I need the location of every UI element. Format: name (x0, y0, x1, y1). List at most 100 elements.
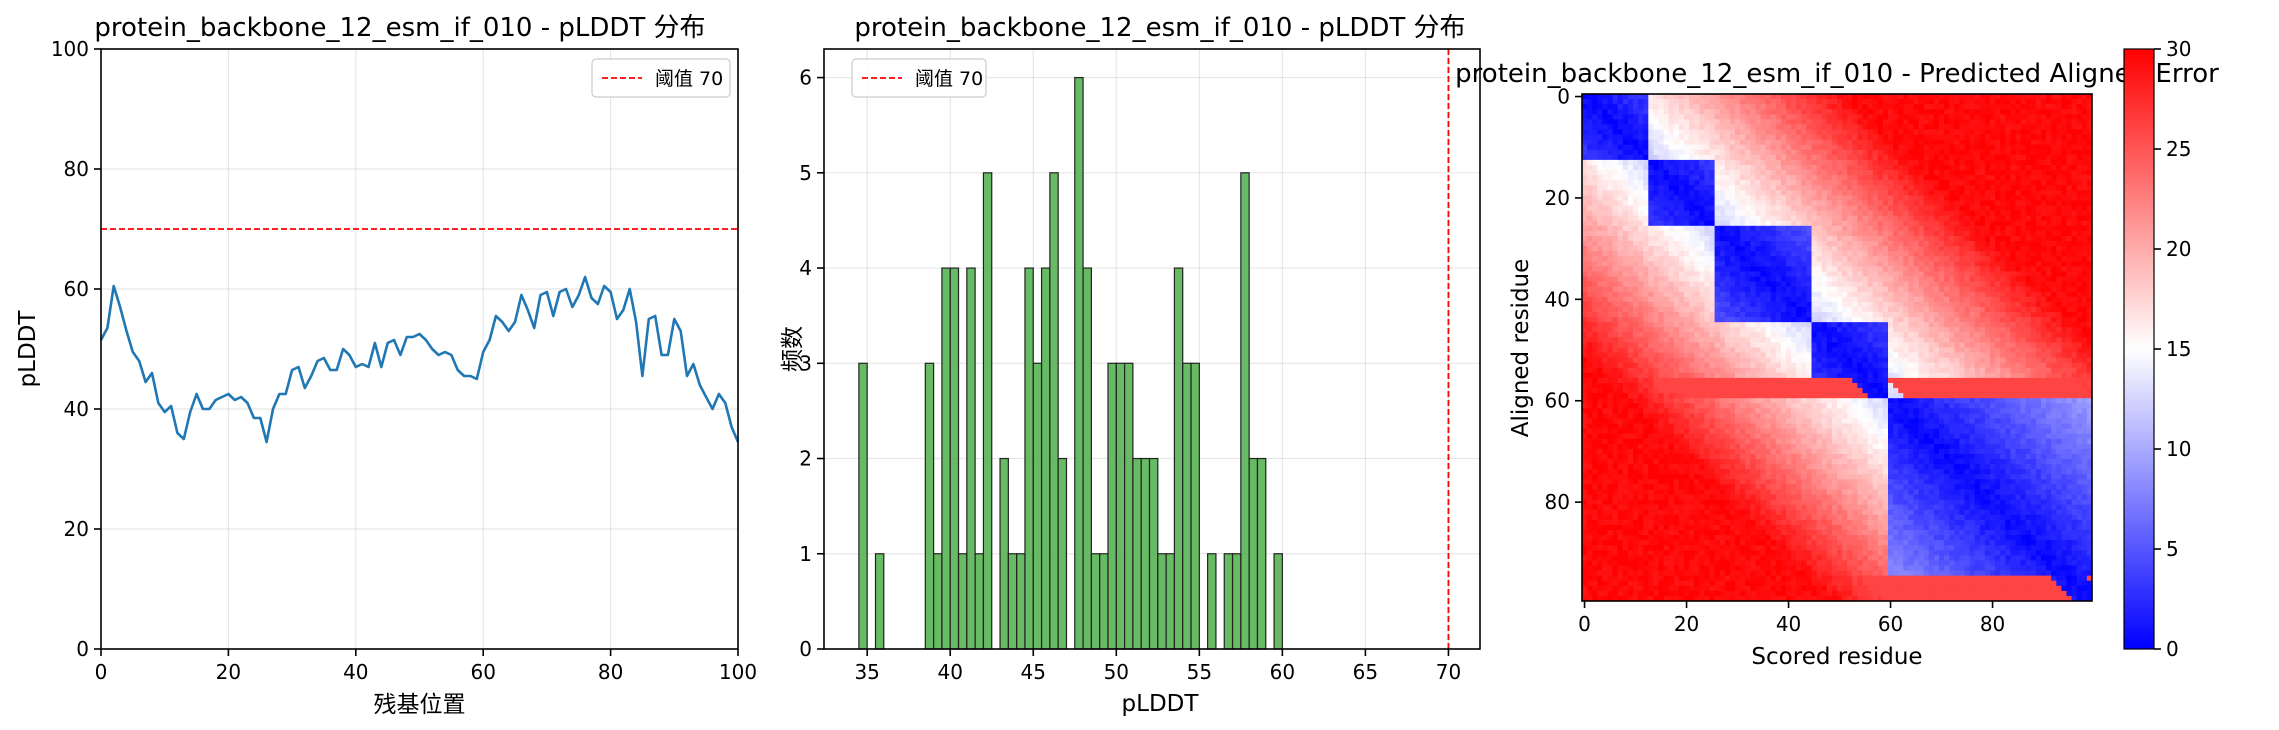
heatmap-cell (1622, 190, 1629, 196)
histogram-bar (1040, 267, 1051, 650)
heatmap-cell (1842, 134, 1848, 141)
heatmap-cell (1984, 215, 1991, 222)
heatmap-cell (1643, 200, 1649, 206)
heatmap-cell (2035, 124, 2042, 130)
heatmap-cell (1801, 256, 1807, 262)
heatmap-cell (1750, 144, 1756, 151)
heatmap-cell (1750, 337, 1756, 343)
heatmap-cell (1990, 306, 1996, 313)
heatmap-cell (2015, 301, 2021, 308)
heatmap-cell (1801, 190, 1807, 196)
heatmap-cell (1740, 246, 1746, 252)
heatmap-cell (1888, 271, 1894, 277)
heatmap-cell (1877, 99, 1884, 105)
heatmap-cell (1617, 296, 1624, 303)
heatmap-cell (1694, 149, 1700, 156)
heatmap-cell (1770, 301, 1777, 308)
heatmap-cell (2015, 109, 2021, 115)
heatmap-cell (1612, 154, 1619, 161)
heatmap-cell (1740, 271, 1746, 277)
heatmap-cell (1821, 94, 1828, 100)
heatmap-cell (1587, 317, 1593, 323)
heatmap-cell (1949, 220, 1955, 227)
heatmap-cell (1627, 210, 1634, 217)
heatmap-cell (1627, 119, 1634, 125)
heatmap-cell (1984, 235, 1991, 242)
heatmap-cell (1740, 215, 1746, 222)
heatmap-cell (1944, 185, 1950, 191)
heatmap-cell (1831, 296, 1838, 303)
heatmap-cell (1663, 154, 1670, 161)
heatmap-cell (1786, 94, 1792, 100)
heatmap-cell (1862, 235, 1868, 242)
heatmap-cell (1668, 301, 1675, 308)
heatmap-cell (1903, 159, 1909, 166)
heatmap-cell (1582, 114, 1588, 120)
heatmap-cell (1587, 301, 1593, 308)
heatmap-cell (1954, 99, 1960, 105)
heatmap-cell (2025, 99, 2032, 105)
heatmap-cell (2066, 129, 2072, 135)
heatmap-cell (1877, 215, 1884, 222)
heatmap-cell (1811, 215, 1817, 222)
heatmap-cell (1724, 241, 1731, 247)
heatmap-cell (1582, 109, 1588, 115)
heatmap-cell (2061, 301, 2067, 308)
heatmap-cell (1602, 235, 1608, 242)
heatmap-cell (1821, 246, 1828, 252)
heatmap-cell (1689, 235, 1695, 242)
heatmap-cell (1826, 109, 1833, 115)
heatmap-cell (1908, 271, 1914, 277)
heatmap-cell (1622, 266, 1629, 272)
heatmap-cell (2030, 139, 2037, 146)
heatmap-cell (1903, 322, 1909, 328)
heatmap-cell (1913, 256, 1919, 262)
heatmap-cell (1852, 154, 1858, 161)
heatmap-cell (1684, 205, 1690, 212)
heatmap-cell (1990, 322, 1996, 328)
heatmap-cell (1939, 154, 1945, 161)
heatmap-cell (1893, 154, 1899, 161)
heatmap-cell (1582, 99, 1588, 105)
heatmap-cell (2086, 205, 2093, 212)
heatmap-cell (1607, 175, 1613, 181)
plddt-line (99, 275, 740, 444)
heatmap-cell (2046, 296, 2052, 303)
heatmap-cell (1770, 266, 1777, 272)
heatmap-cell (2081, 317, 2088, 323)
heatmap-cell (1755, 185, 1761, 191)
heatmap-cell (1837, 129, 1843, 135)
heatmap-cell (1684, 180, 1690, 186)
heatmap-cell (1653, 281, 1659, 288)
heatmap-cell (1607, 99, 1613, 105)
heatmap-cell (1877, 195, 1884, 201)
heatmap-cell (2035, 220, 2042, 227)
heatmap-cell (1877, 94, 1884, 100)
heatmap-cell (1852, 235, 1858, 242)
heatmap-cell (2025, 332, 2032, 338)
heatmap-cell (2005, 104, 2011, 110)
heatmap-cell (1918, 185, 1925, 191)
heatmap-cell (1633, 124, 1639, 130)
heatmap-cell (1979, 175, 1986, 181)
heatmap-cell (1801, 154, 1807, 161)
heatmap-cell (1831, 154, 1838, 161)
heatmap-cell (2086, 119, 2093, 125)
heatmap-cell (2086, 261, 2093, 267)
heatmap-cell (2071, 124, 2078, 130)
heatmap-cell (1648, 185, 1654, 191)
heatmap-cell (1648, 154, 1654, 161)
heatmap-cell (2081, 114, 2088, 120)
heatmap-cell (1684, 164, 1690, 171)
heatmap-cell (1806, 332, 1812, 338)
heatmap-cell (2035, 104, 2042, 110)
heatmap-cell (1954, 312, 1960, 318)
heatmap-cell (2030, 251, 2037, 257)
heatmap-cell (1801, 170, 1807, 176)
heatmap-cell (1582, 296, 1588, 303)
heatmap-cell (1729, 159, 1736, 166)
heatmap-cell (1770, 225, 1777, 232)
heatmap-cell (2076, 104, 2083, 110)
heatmap-cell (1913, 230, 1919, 237)
heatmap-cell (1750, 332, 1756, 338)
